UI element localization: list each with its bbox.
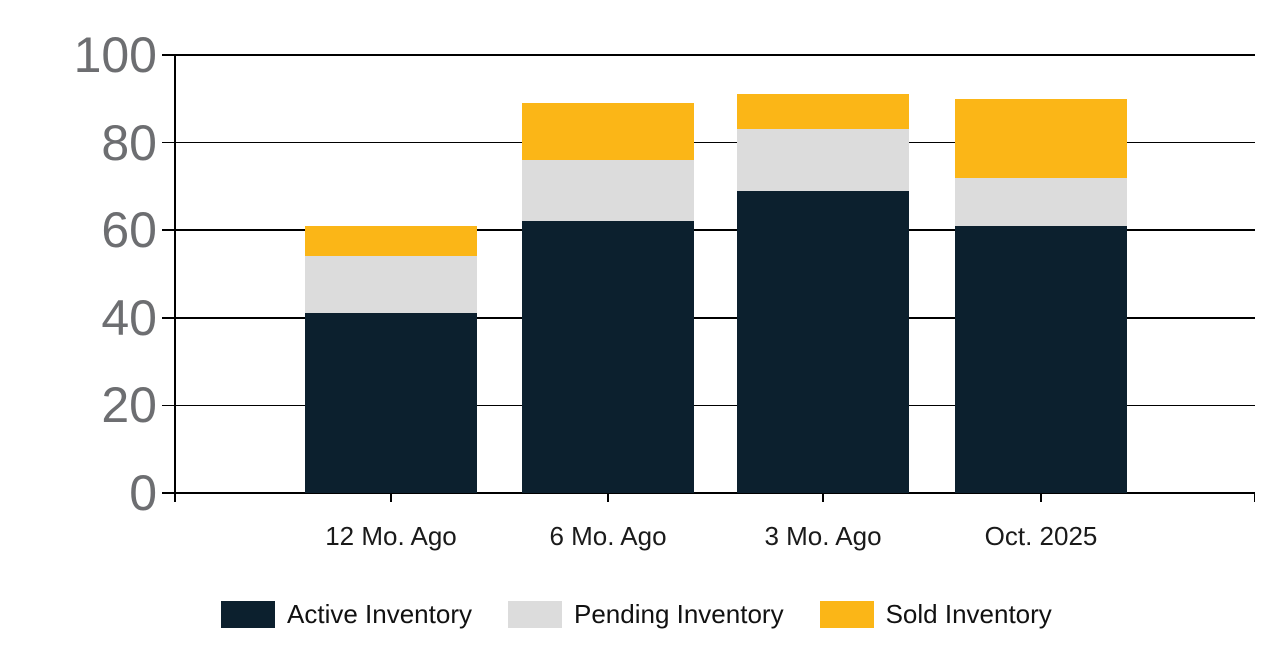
- x-tick-label: Oct. 2025: [984, 521, 1098, 551]
- y-tick-label: 100: [73, 27, 157, 83]
- gridline: [162, 141, 1255, 144]
- gridline: [162, 404, 1255, 407]
- legend-swatch: [507, 600, 562, 628]
- legend-swatch: [819, 600, 874, 628]
- gridline: [162, 229, 1255, 231]
- bar-segment-pending-inventory: [737, 129, 909, 191]
- bar-segment-sold-inventory: [522, 103, 694, 161]
- bar-segment-active-inventory: [305, 313, 477, 493]
- gridline: [162, 317, 1255, 319]
- bar-segment-sold-inventory: [305, 225, 477, 257]
- bar-segment-active-inventory: [955, 225, 1127, 493]
- legend-label: Sold Inventory: [885, 599, 1052, 629]
- y-tick-label: 0: [129, 465, 157, 521]
- x-axis-end-tick: [1253, 493, 1255, 502]
- y-tick-label: 20: [101, 377, 157, 434]
- legend: Active Inventory Pending Inventory Sold In…: [221, 599, 1052, 629]
- bar-segment-active-inventory: [522, 221, 694, 493]
- legend-swatch: [221, 600, 275, 628]
- bar-segment-pending-inventory: [955, 177, 1127, 226]
- gridline: [162, 54, 1255, 56]
- bar-segment-pending-inventory: [305, 256, 477, 314]
- y-tick-label: 60: [101, 202, 157, 259]
- y-tick-label: 40: [101, 289, 157, 346]
- gridline: [162, 492, 1255, 494]
- x-tick-label: 3 Mo. Ago: [764, 521, 882, 551]
- y-tick-label: 80: [101, 114, 157, 171]
- legend-item: Pending Inventory: [507, 599, 784, 629]
- legend-item: Active Inventory: [221, 599, 472, 629]
- x-tick-label: 12 Mo. Ago: [325, 521, 457, 551]
- x-axis-tick: [822, 493, 824, 502]
- x-axis-tick: [607, 493, 609, 502]
- bar-segment-active-inventory: [737, 190, 909, 493]
- legend-label: Active Inventory: [287, 599, 472, 629]
- legend-label: Pending Inventory: [573, 599, 784, 629]
- bar-segment-sold-inventory: [955, 98, 1127, 178]
- x-axis-tick: [1040, 493, 1042, 502]
- y-axis-line: [174, 55, 176, 502]
- bar-segment-sold-inventory: [737, 94, 909, 130]
- x-tick-label: 6 Mo. Ago: [549, 521, 667, 551]
- legend-item: Sold Inventory: [819, 599, 1052, 629]
- x-axis-tick: [390, 493, 392, 502]
- bar-segment-pending-inventory: [522, 160, 694, 222]
